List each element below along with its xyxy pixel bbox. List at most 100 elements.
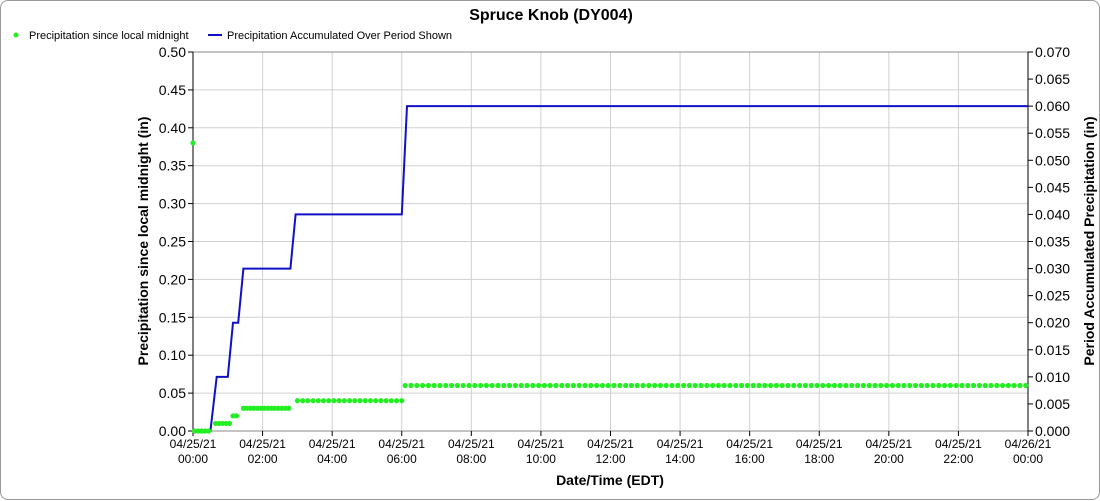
data-point (414, 382, 420, 389)
x-tick-time-label: 02:00 (248, 452, 278, 466)
x-tick-date-label: 04/25/21 (239, 437, 286, 451)
data-point (315, 398, 321, 404)
data-point (373, 398, 379, 404)
data-point (704, 382, 710, 389)
data-point (460, 382, 466, 389)
x-tick-date-label: 04/25/21 (865, 437, 912, 451)
y-left-tick-label: 0.20 (159, 271, 186, 287)
data-point (971, 382, 977, 389)
y-right-tick-label: 0.055 (1035, 125, 1070, 141)
data-point (570, 382, 577, 389)
x-tick-time-label: 20:00 (874, 452, 904, 466)
data-point (294, 398, 300, 404)
data-point (785, 382, 791, 389)
data-point (576, 382, 582, 389)
data-point (326, 398, 332, 404)
data-point (588, 382, 594, 389)
y-left-tick-label: 0.15 (159, 309, 186, 325)
data-point (652, 382, 658, 389)
x-tick-date-label: 04/25/21 (448, 437, 495, 451)
data-point (512, 382, 519, 389)
x-tick-time-label: 00:00 (178, 452, 208, 466)
data-point (646, 382, 652, 389)
data-point (860, 382, 867, 389)
y-right-tick-label: 0.005 (1035, 396, 1070, 412)
data-point (1000, 382, 1006, 389)
data-point (756, 382, 762, 389)
data-point (495, 382, 501, 389)
y-left-tick-label: 0.00 (159, 423, 186, 439)
data-point (331, 398, 337, 404)
data-point (553, 382, 559, 389)
data-point (310, 398, 316, 404)
data-point (866, 382, 872, 389)
y-left-axis-label: Precipitation since local midnight (in) (135, 117, 151, 366)
legend-label-accumulated: Precipitation Accumulated Over Period Sh… (227, 30, 452, 42)
x-axis-label: Date/Time (EDT) (556, 472, 664, 488)
x-tick-time-label: 00:00 (1013, 452, 1043, 466)
data-point (594, 382, 600, 389)
y-right-tick-label: 0.000 (1035, 423, 1070, 439)
data-point (663, 382, 669, 389)
x-tick-date-label: 04/25/21 (796, 437, 843, 451)
y-right-tick-label: 0.025 (1035, 288, 1070, 304)
data-point (1023, 382, 1029, 389)
data-point (547, 382, 553, 389)
data-point (402, 382, 408, 389)
data-point (640, 382, 646, 389)
x-tick-date-label: 04/25/21 (587, 437, 634, 451)
data-point (994, 382, 1000, 389)
grid (192, 51, 1029, 432)
x-tick-date-label: 04/25/21 (518, 437, 565, 451)
data-point (657, 382, 664, 389)
data-point (889, 382, 896, 389)
data-point (1011, 382, 1017, 389)
chart-title: Spruce Knob (DY004) (469, 7, 633, 24)
y-left-axis: 0.00 0.05 0.10 0.15 0.20 0.25 0.30 0.35 0.40 0.45… (159, 44, 194, 439)
series-since-midnight (190, 140, 1029, 434)
data-point (628, 382, 635, 389)
data-point (582, 382, 588, 389)
x-tick-time-label: 16:00 (735, 452, 765, 466)
x-tick-date-label: 04/25/21 (170, 437, 217, 451)
data-point (698, 382, 704, 389)
data-point (437, 382, 443, 389)
x-tick-date-label: 04/25/21 (309, 437, 356, 451)
y-right-tick-label: 0.040 (1035, 206, 1070, 222)
data-point (1017, 382, 1023, 389)
data-point (530, 382, 536, 389)
data-point (913, 382, 919, 389)
data-point (686, 382, 693, 389)
data-point (814, 382, 820, 389)
y-right-tick-label: 0.020 (1035, 315, 1070, 331)
series-accumulated (193, 105, 1028, 432)
data-point (884, 382, 890, 389)
data-point (425, 382, 432, 389)
x-tick-time-label: 06:00 (387, 452, 417, 466)
x-tick-time-label: 14:00 (665, 452, 695, 466)
data-point (518, 382, 524, 389)
data-point (942, 382, 948, 389)
x-tick-date-label: 04/25/21 (935, 437, 982, 451)
y-left-tick-label: 0.45 (159, 82, 186, 98)
data-point (837, 382, 843, 389)
data-point (489, 382, 495, 389)
data-point (930, 382, 936, 389)
x-tick-time-label: 12:00 (595, 452, 625, 466)
data-point (669, 382, 675, 389)
data-point (352, 398, 358, 404)
data-point (965, 382, 971, 389)
data-point (501, 382, 507, 389)
legend-label-since-midnight: Precipitation since local midnight (29, 30, 189, 42)
data-point (710, 382, 716, 389)
data-point (953, 382, 959, 389)
data-point (346, 398, 353, 404)
data-point (901, 382, 907, 389)
data-point (341, 398, 347, 404)
data-point (715, 382, 722, 389)
data-point (305, 398, 311, 404)
data-point (976, 382, 983, 389)
data-point (611, 382, 617, 389)
data-point (226, 420, 233, 427)
